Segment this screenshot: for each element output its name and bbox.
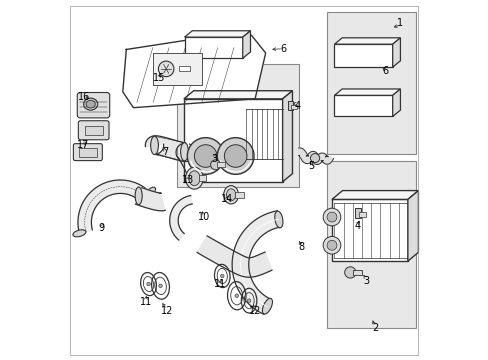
Circle shape bbox=[310, 153, 319, 163]
Circle shape bbox=[344, 267, 355, 278]
Circle shape bbox=[326, 212, 336, 222]
Bar bbox=[331, 199, 407, 261]
Polygon shape bbox=[334, 38, 400, 44]
Text: 12: 12 bbox=[248, 306, 261, 315]
Ellipse shape bbox=[150, 136, 158, 154]
FancyBboxPatch shape bbox=[78, 121, 109, 140]
Circle shape bbox=[326, 240, 336, 250]
Text: 4: 4 bbox=[354, 221, 360, 231]
FancyBboxPatch shape bbox=[73, 144, 102, 161]
Ellipse shape bbox=[185, 167, 203, 189]
Polygon shape bbox=[407, 190, 418, 261]
Bar bbox=[79, 148, 97, 157]
Polygon shape bbox=[122, 32, 265, 108]
Bar bbox=[179, 66, 189, 71]
Polygon shape bbox=[169, 195, 192, 240]
Ellipse shape bbox=[83, 98, 98, 110]
Text: 1: 1 bbox=[397, 18, 403, 28]
Bar bbox=[198, 175, 206, 181]
Bar bbox=[183, 99, 282, 182]
Ellipse shape bbox=[226, 189, 235, 201]
Polygon shape bbox=[232, 211, 280, 314]
Text: 12: 12 bbox=[161, 306, 173, 315]
Polygon shape bbox=[331, 190, 418, 199]
Ellipse shape bbox=[188, 171, 200, 186]
Bar bbox=[334, 44, 392, 67]
FancyBboxPatch shape bbox=[77, 93, 109, 118]
Bar bbox=[152, 53, 202, 85]
Circle shape bbox=[323, 237, 340, 254]
Text: 7: 7 bbox=[162, 147, 168, 157]
Ellipse shape bbox=[223, 186, 238, 204]
Bar bbox=[177, 64, 299, 187]
Text: 16: 16 bbox=[78, 92, 90, 102]
Polygon shape bbox=[282, 91, 292, 182]
Bar bbox=[85, 126, 102, 135]
Ellipse shape bbox=[262, 298, 272, 314]
Text: 3: 3 bbox=[211, 154, 217, 164]
Bar bbox=[235, 192, 244, 198]
Bar bbox=[354, 208, 361, 218]
Text: 5: 5 bbox=[308, 161, 314, 171]
Bar bbox=[290, 105, 296, 109]
Circle shape bbox=[187, 138, 224, 174]
Polygon shape bbox=[298, 148, 333, 165]
Text: 6: 6 bbox=[382, 66, 388, 76]
Polygon shape bbox=[135, 188, 165, 211]
Text: 11: 11 bbox=[213, 279, 225, 289]
Text: 3: 3 bbox=[363, 275, 368, 285]
Bar bbox=[287, 101, 293, 110]
Bar bbox=[352, 270, 361, 275]
Ellipse shape bbox=[135, 187, 142, 205]
Bar bbox=[334, 95, 392, 117]
Ellipse shape bbox=[180, 143, 188, 161]
Text: 13: 13 bbox=[182, 175, 194, 185]
Ellipse shape bbox=[274, 211, 283, 228]
Circle shape bbox=[247, 299, 250, 302]
Text: 6: 6 bbox=[280, 45, 286, 54]
Circle shape bbox=[158, 61, 174, 77]
Text: 15: 15 bbox=[153, 73, 165, 83]
Polygon shape bbox=[177, 147, 203, 177]
Text: 11: 11 bbox=[139, 297, 152, 307]
Text: 10: 10 bbox=[198, 212, 210, 222]
Text: 2: 2 bbox=[371, 323, 377, 333]
Text: 9: 9 bbox=[99, 222, 104, 233]
Bar bbox=[327, 161, 415, 328]
Bar bbox=[217, 162, 224, 167]
Ellipse shape bbox=[86, 100, 95, 108]
Text: 17: 17 bbox=[77, 140, 89, 150]
Ellipse shape bbox=[73, 230, 86, 237]
Ellipse shape bbox=[145, 187, 155, 198]
Bar bbox=[358, 212, 365, 217]
Bar bbox=[184, 37, 242, 58]
Polygon shape bbox=[145, 136, 194, 162]
Polygon shape bbox=[242, 31, 250, 58]
Circle shape bbox=[210, 160, 220, 170]
Bar bbox=[327, 13, 415, 154]
Circle shape bbox=[159, 284, 162, 288]
Text: 8: 8 bbox=[297, 242, 304, 252]
Polygon shape bbox=[392, 89, 400, 117]
Polygon shape bbox=[184, 31, 250, 37]
Polygon shape bbox=[183, 91, 292, 99]
Circle shape bbox=[224, 145, 246, 167]
Circle shape bbox=[323, 208, 340, 226]
Circle shape bbox=[194, 145, 217, 167]
Text: 14: 14 bbox=[220, 194, 232, 204]
Polygon shape bbox=[197, 236, 271, 277]
Circle shape bbox=[235, 294, 238, 297]
Circle shape bbox=[220, 274, 224, 278]
Polygon shape bbox=[392, 38, 400, 67]
Circle shape bbox=[217, 138, 253, 174]
Circle shape bbox=[146, 282, 150, 286]
Text: 4: 4 bbox=[294, 101, 300, 111]
Polygon shape bbox=[78, 180, 150, 233]
Polygon shape bbox=[334, 89, 400, 95]
